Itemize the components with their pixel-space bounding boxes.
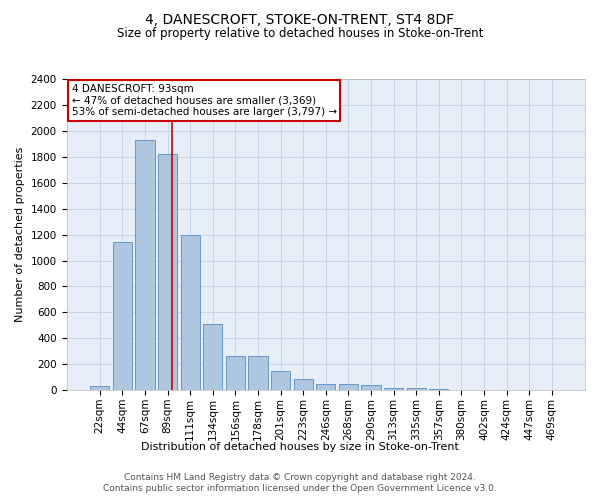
Bar bbox=[339, 384, 358, 390]
Bar bbox=[429, 389, 448, 390]
Bar bbox=[316, 384, 335, 390]
Y-axis label: Number of detached properties: Number of detached properties bbox=[15, 147, 25, 322]
Bar bbox=[90, 386, 109, 390]
Bar bbox=[113, 242, 132, 390]
Bar bbox=[158, 154, 177, 390]
Bar bbox=[293, 378, 313, 390]
Bar bbox=[384, 388, 403, 390]
Bar bbox=[203, 324, 223, 390]
Bar bbox=[271, 371, 290, 390]
Bar bbox=[136, 140, 155, 390]
Text: Contains HM Land Registry data © Crown copyright and database right 2024.: Contains HM Land Registry data © Crown c… bbox=[124, 472, 476, 482]
Text: Size of property relative to detached houses in Stoke-on-Trent: Size of property relative to detached ho… bbox=[117, 28, 483, 40]
Bar bbox=[407, 388, 426, 390]
Bar bbox=[181, 234, 200, 390]
Text: 4 DANESCROFT: 93sqm
← 47% of detached houses are smaller (3,369)
53% of semi-det: 4 DANESCROFT: 93sqm ← 47% of detached ho… bbox=[72, 84, 337, 117]
Bar bbox=[226, 356, 245, 390]
Text: Distribution of detached houses by size in Stoke-on-Trent: Distribution of detached houses by size … bbox=[141, 442, 459, 452]
Bar bbox=[248, 356, 268, 390]
Bar bbox=[361, 385, 380, 390]
Text: 4, DANESCROFT, STOKE-ON-TRENT, ST4 8DF: 4, DANESCROFT, STOKE-ON-TRENT, ST4 8DF bbox=[145, 12, 455, 26]
Text: Contains public sector information licensed under the Open Government Licence v3: Contains public sector information licen… bbox=[103, 484, 497, 493]
